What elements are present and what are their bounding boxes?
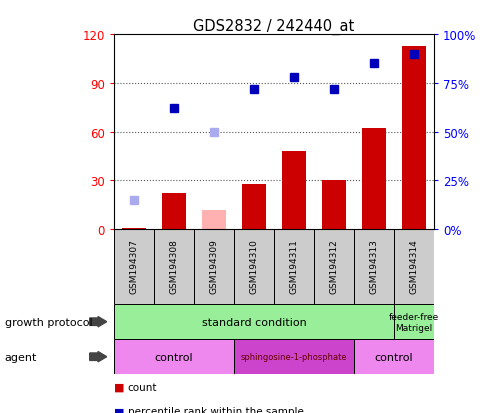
Text: ■: ■ [114,406,124,413]
Text: GSM194309: GSM194309 [209,238,218,293]
Text: control: control [374,352,412,362]
Bar [233,230,273,304]
Bar [282,152,305,230]
Bar [353,339,433,374]
Bar [321,181,345,230]
Text: GSM194311: GSM194311 [289,238,298,293]
Title: GDS2832 / 242440_at: GDS2832 / 242440_at [193,19,354,35]
Bar [194,230,233,304]
Text: growth protocol: growth protocol [5,317,92,327]
Text: GSM194307: GSM194307 [129,238,138,293]
Text: GSM194314: GSM194314 [408,238,418,293]
Bar [153,230,194,304]
Text: count: count [127,382,157,392]
Bar [314,230,353,304]
Text: standard condition: standard condition [201,317,306,327]
Text: GSM194313: GSM194313 [369,238,378,293]
Text: sphingosine-1-phosphate: sphingosine-1-phosphate [240,352,347,361]
Bar [114,304,393,339]
Bar [242,184,265,230]
Text: ■: ■ [114,382,124,392]
Text: GSM194312: GSM194312 [329,238,338,293]
Bar [162,194,185,230]
Bar [393,304,433,339]
Bar [393,230,433,304]
Bar [233,339,353,374]
Bar [361,129,385,230]
Bar [273,230,314,304]
Text: percentile rank within the sample: percentile rank within the sample [127,406,303,413]
Bar [114,230,153,304]
Bar [122,228,146,230]
Bar [114,339,233,374]
Bar [401,46,425,230]
Text: GSM194310: GSM194310 [249,238,258,293]
Text: feeder-free
Matrigel: feeder-free Matrigel [388,312,439,332]
Text: agent: agent [5,352,37,362]
Text: control: control [154,352,193,362]
Text: GSM194308: GSM194308 [169,238,178,293]
Bar [353,230,393,304]
Bar [201,210,226,230]
